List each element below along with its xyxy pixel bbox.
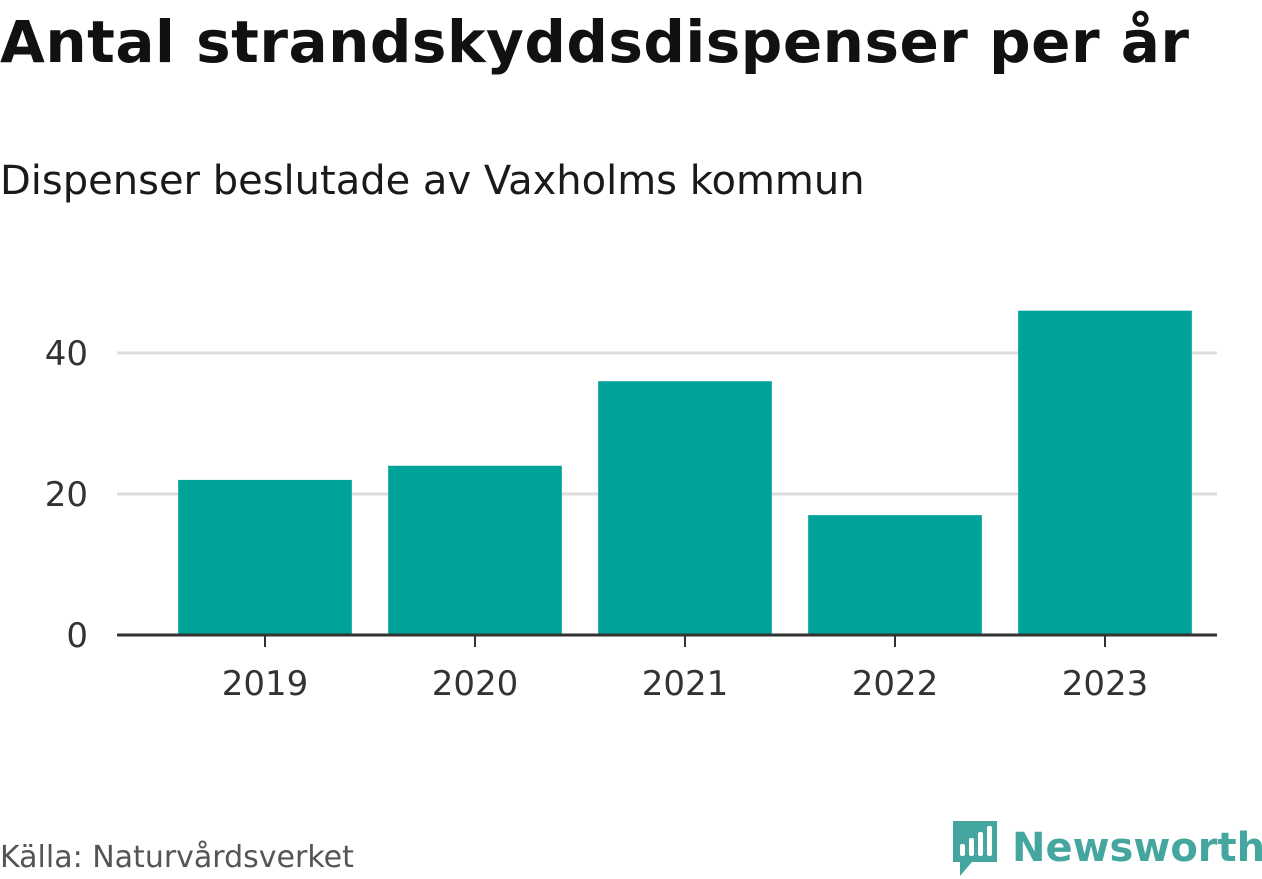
bar-2022	[808, 515, 982, 635]
chart-title: Antal strandskyddsdispenser per år	[0, 8, 1190, 76]
x-tick-label: 2021	[642, 664, 729, 704]
x-tick-label: 2022	[852, 664, 939, 704]
newsworthy-logo: Newsworthy	[950, 818, 1262, 878]
bar-2019	[178, 479, 352, 635]
chart-subtitle: Dispenser beslutade av Vaxholms kommun	[0, 158, 865, 204]
brand-name: Newsworthy	[1012, 825, 1262, 871]
newsworthy-logo-icon	[953, 821, 997, 876]
bar-2020	[388, 465, 562, 635]
y-tick-label: 40	[45, 334, 88, 374]
y-tick-label: 0	[66, 616, 88, 656]
y-tick-label: 20	[45, 475, 88, 515]
x-tick-label: 2020	[432, 664, 519, 704]
bar-2023	[1018, 310, 1192, 635]
source-note: Källa: Naturvårdsverket	[0, 840, 354, 875]
x-tick-label: 2023	[1062, 664, 1149, 704]
bar-2021	[598, 381, 772, 635]
x-tick-label: 2019	[222, 664, 309, 704]
